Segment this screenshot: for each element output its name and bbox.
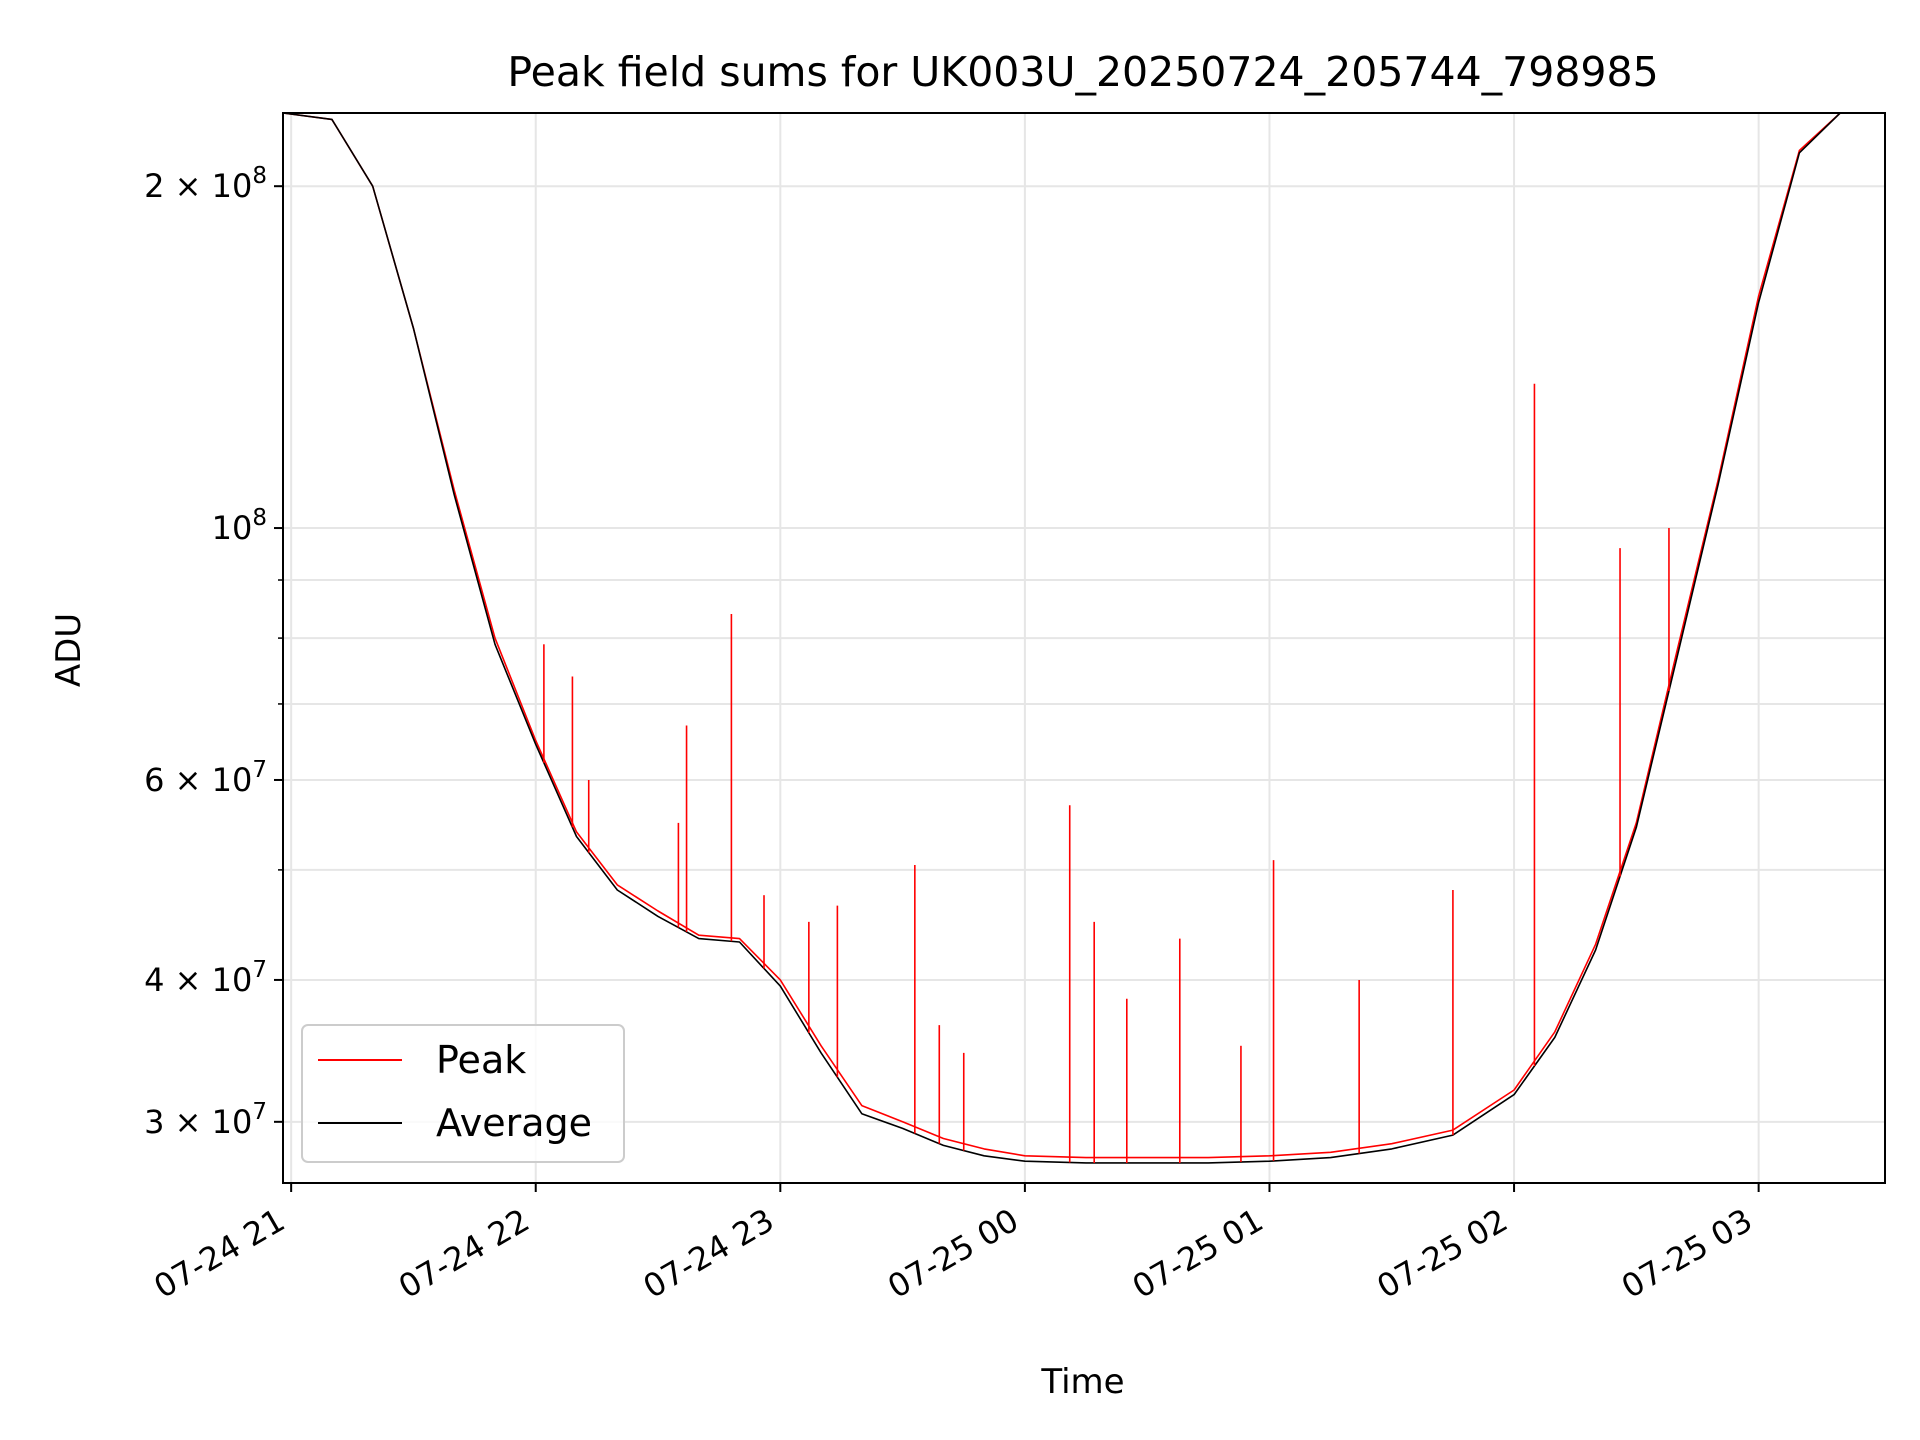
series-line-average (282, 112, 1885, 1164)
chart-title: Peak field sums for UK003U_20250724_2057… (507, 48, 1658, 96)
y-axis: 3 × 107 4 × 107 6 × 107 108 2 × 108 (144, 163, 283, 1141)
y-tick-label: 4 × 107 (144, 957, 267, 999)
y-tick-label: 2 × 108 (144, 163, 267, 205)
x-axis-title: Time (1040, 1362, 1124, 1402)
legend: Peak Average (301, 1024, 625, 1163)
y-axis-title: ADU (49, 613, 89, 687)
plot-area-frame (282, 112, 1886, 1184)
series-line-peak (282, 112, 1885, 1159)
legend-peak-label: Peak (436, 1038, 526, 1082)
legend-average-label: Average (436, 1101, 592, 1145)
grid (283, 113, 1885, 1183)
y-tick-label: 3 × 107 (144, 1099, 267, 1141)
y-tick-label: 6 × 107 (144, 757, 267, 799)
series-lines (282, 112, 1885, 1164)
y-tick-label: 108 (212, 505, 267, 547)
